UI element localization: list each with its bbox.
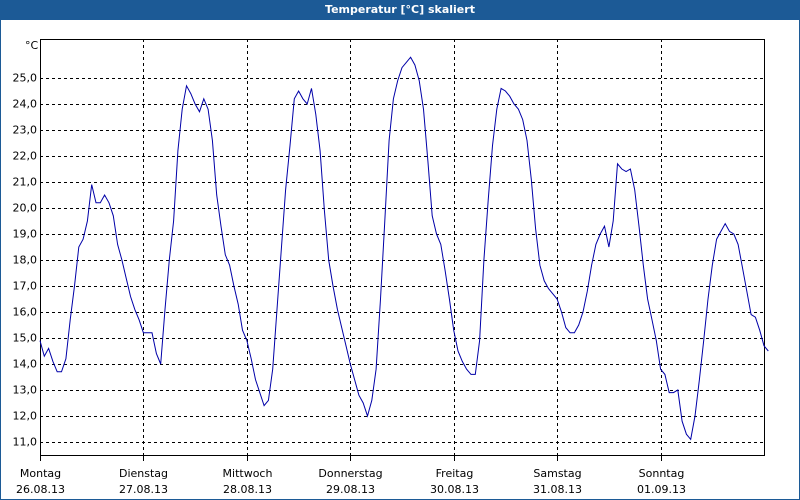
x-tick-label: Mittwoch: [223, 467, 273, 480]
y-tick-label: 12,0: [13, 410, 38, 423]
title-bar: [0, 0, 800, 20]
x-tick-label: Freitag: [436, 467, 474, 480]
y-tick-label: 11,0: [13, 436, 38, 449]
y-tick-label: 15,0: [13, 332, 38, 345]
y-axis-label: °C: [25, 39, 39, 52]
y-tick-label: 16,0: [13, 306, 38, 319]
x-tick-date: 29.08.13: [326, 483, 375, 496]
y-tick-label: 18,0: [13, 254, 38, 267]
y-tick-label: 25,0: [13, 72, 38, 85]
chart-title: Temperatur [°C] skaliert: [325, 3, 475, 16]
x-tick-date: 31.08.13: [533, 483, 582, 496]
x-tick-label: Dienstag: [119, 467, 168, 480]
x-tick-date: 27.08.13: [119, 483, 168, 496]
x-tick-label: Sonntag: [639, 467, 685, 480]
y-tick-label: 23,0: [13, 124, 38, 137]
x-tick-date: 26.08.13: [16, 483, 65, 496]
x-tick-date: 28.08.13: [223, 483, 272, 496]
y-tick-label: 22,0: [13, 150, 38, 163]
y-tick-label: 13,0: [13, 384, 38, 397]
y-tick-label: 19,0: [13, 228, 38, 241]
x-tick-date: 01.09.13: [637, 483, 686, 496]
y-tick-label: 20,0: [13, 202, 38, 215]
y-tick-label: 14,0: [13, 358, 38, 371]
x-tick-label: Samstag: [533, 467, 581, 480]
y-tick-label: 17,0: [13, 280, 38, 293]
y-tick-label: 21,0: [13, 176, 38, 189]
y-tick-label: 24,0: [13, 98, 38, 111]
x-tick-label: Montag: [20, 467, 61, 480]
plot-frame: [40, 39, 765, 456]
temperature-line: [39, 56, 769, 441]
x-tick-label: Donnerstag: [318, 467, 382, 480]
x-tick-date: 30.08.13: [430, 483, 479, 496]
